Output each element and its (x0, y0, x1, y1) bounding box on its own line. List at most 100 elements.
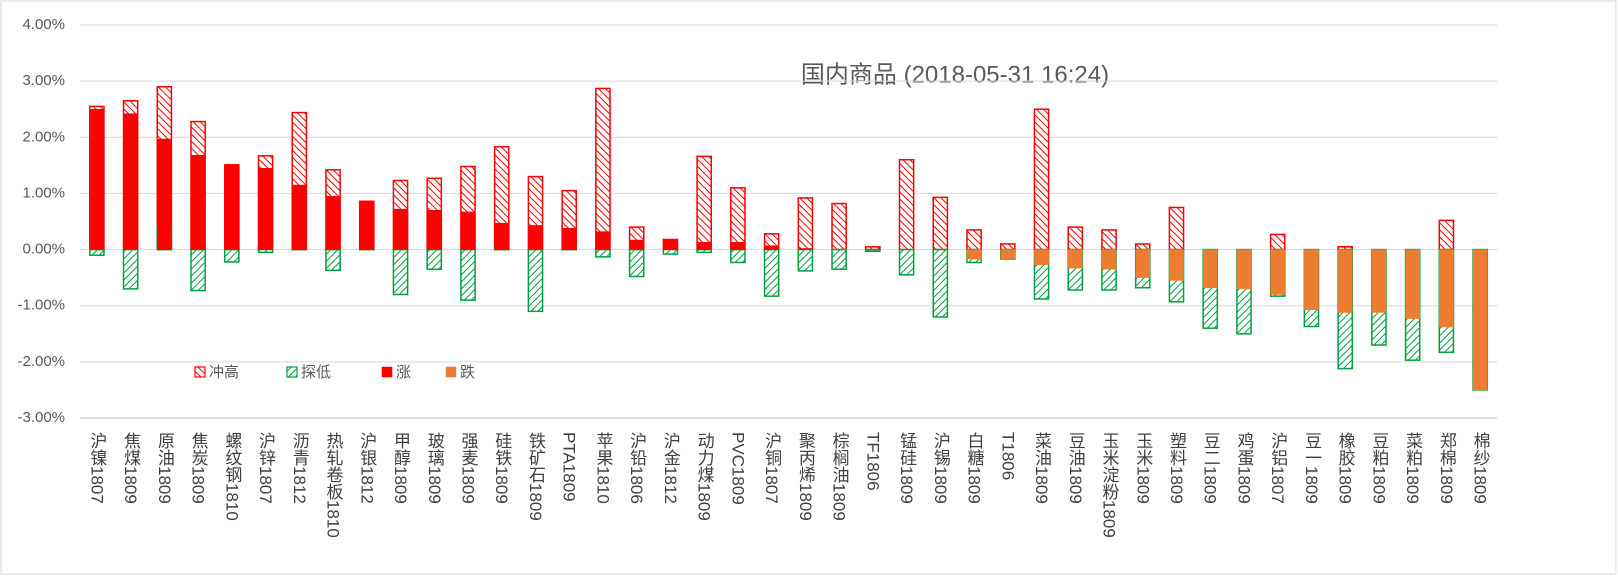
x-tick-label: 沪铝1807 (1268, 432, 1288, 504)
bar (528, 225, 543, 250)
x-tick-label: 棕榈油1809 (830, 432, 850, 521)
x-tick-label: 橡胶1809 (1336, 432, 1356, 504)
hatched-bar (730, 248, 746, 264)
legend-swatch (194, 366, 206, 378)
bar (494, 222, 510, 250)
x-tick-label: 螺纹钢1810 (222, 432, 242, 521)
bar (966, 249, 982, 260)
hatched-bar (190, 248, 206, 292)
legend-label: 涨 (396, 364, 411, 381)
hatched-bar (257, 248, 274, 254)
hatched-bar (831, 202, 847, 251)
x-tick-label: 菜油1809 (1032, 432, 1052, 504)
hatched-bar (831, 248, 847, 270)
x-tick-label: 焦炭1809 (189, 432, 209, 504)
hatched-bar (460, 248, 476, 301)
legend-label: 冲高 (209, 364, 239, 381)
hatched-bar (89, 248, 105, 256)
y-tick-label: 0.00% (22, 241, 65, 258)
bar (1202, 249, 1218, 288)
x-tick-label: 沪铅1806 (627, 432, 647, 504)
x-tick-label: 豆油1809 (1066, 432, 1086, 504)
hatched-bar (797, 248, 814, 272)
hatched-bar (223, 248, 240, 263)
hatched-bar (392, 248, 409, 296)
x-tick-label: 玻璃1809 (425, 432, 445, 504)
hatched-bar (628, 248, 645, 278)
x-tick-label: 豆一1809 (1302, 432, 1322, 504)
x-tick-label: 沪锌1807 (256, 432, 276, 504)
chart-title: 国内商品 (2018-05-31 16:24) (801, 61, 1109, 88)
x-tick-label: 热轧卷板1810 (324, 432, 344, 538)
bar (224, 163, 240, 250)
x-tick-label: 沪锡1809 (931, 432, 951, 504)
bar (325, 195, 341, 250)
bar (123, 113, 138, 250)
bar (157, 138, 172, 250)
x-tick-label: T1806 (998, 432, 1017, 480)
x-tick-label: 沪金1812 (661, 432, 681, 504)
x-tick-label: 焦煤1809 (121, 432, 141, 504)
hatched-bar (966, 229, 982, 251)
bar (595, 231, 611, 250)
hatched-bar (797, 197, 814, 251)
hatched-bar (865, 248, 881, 253)
hatched-bar (426, 248, 443, 270)
bar (359, 201, 375, 250)
bar (1169, 249, 1184, 281)
legend-swatch (445, 366, 457, 378)
bar (1270, 249, 1286, 295)
hatched-bar (1269, 233, 1286, 251)
bar (663, 239, 678, 250)
legend-swatch (381, 366, 393, 378)
bar (1371, 249, 1387, 313)
x-tick-label: 硅铁1809 (492, 432, 512, 504)
x-tick-label: 锰硅1809 (897, 432, 917, 504)
hatched-bar (1134, 243, 1151, 251)
hatched-bar (696, 248, 712, 254)
x-tick-label: 甲醇1809 (391, 432, 411, 504)
bar (1034, 249, 1049, 265)
y-tick-label: 2.00% (22, 128, 65, 145)
bar (1135, 249, 1151, 278)
hatched-bar (1438, 219, 1455, 251)
x-tick-label: 动力煤1809 (695, 432, 715, 521)
bar (764, 245, 779, 250)
hatched-bar (1067, 226, 1084, 251)
bar (1304, 249, 1319, 310)
hatched-bar (662, 248, 679, 255)
bar (460, 211, 476, 250)
x-tick-label: 豆二1809 (1201, 432, 1221, 504)
y-tick-label: -2.00% (17, 353, 65, 370)
x-tick-label: 苹果1810 (593, 432, 613, 504)
hatched-bar (595, 248, 611, 258)
bar (1337, 249, 1353, 313)
y-tick-label: 1.00% (22, 184, 65, 201)
hatched-bar (696, 155, 712, 251)
y-tick-label: -3.00% (17, 409, 65, 426)
hatched-bar (999, 243, 1016, 251)
bar (1405, 249, 1420, 319)
bar (798, 248, 813, 250)
hatched-bar (1168, 206, 1185, 251)
x-tick-label: 塑料1809 (1167, 432, 1187, 504)
x-tick-label: 玉米淀粉1809 (1100, 432, 1120, 538)
bar (393, 208, 408, 250)
bar (190, 155, 206, 250)
x-tick-label: 玉米1809 (1133, 432, 1153, 504)
bar (426, 210, 442, 250)
x-tick-label: 沪铜1807 (762, 432, 782, 504)
x-tick-label: PTA1809 (560, 432, 579, 502)
x-tick-label: 铁矿石1809 (526, 432, 546, 521)
x-tick-label: 强麦1809 (458, 432, 478, 504)
x-tick-label: 豆粕1809 (1369, 432, 1389, 504)
hatched-bar (325, 248, 341, 272)
hatched-bar (932, 196, 949, 251)
x-tick-label: 沥青1812 (290, 432, 310, 504)
x-tick-label: 菜粕1809 (1403, 432, 1423, 504)
y-tick-label: 3.00% (22, 72, 65, 89)
x-tick-label: 聚丙烯1809 (796, 432, 816, 521)
legend-label: 跌 (460, 364, 475, 381)
bar (629, 239, 645, 250)
